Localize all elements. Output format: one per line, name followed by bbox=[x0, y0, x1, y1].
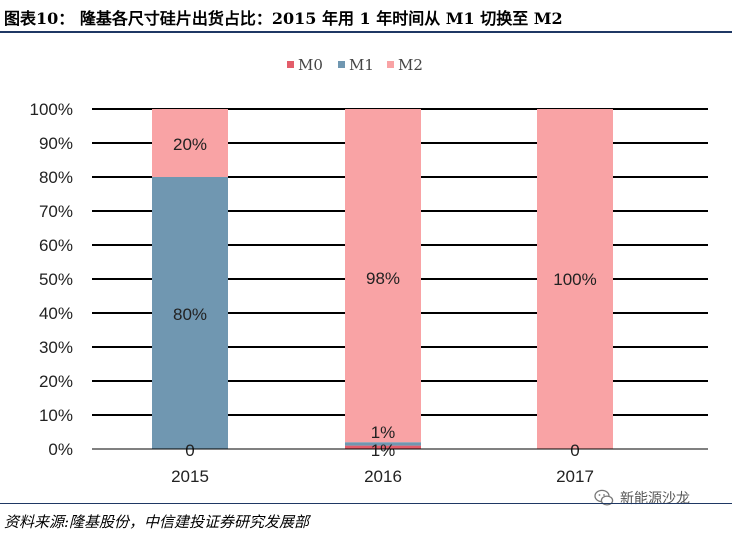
chart-footer: 资料来源:隆基股份，中信建投证券研究发展部 bbox=[0, 503, 732, 536]
legend-swatch-m2 bbox=[387, 61, 394, 68]
bars bbox=[152, 109, 613, 449]
chart-header: 图表10： 隆基各尺寸硅片出货占比：2015 年用 1 年时间从 M1 切换至 … bbox=[0, 0, 732, 33]
data-label-m2-2016: 98% bbox=[366, 269, 400, 288]
legend-label-m2: M2 bbox=[398, 56, 423, 74]
chart-title: 图表10： 隆基各尺寸硅片出货占比：2015 年用 1 年时间从 M1 切换至 … bbox=[4, 9, 563, 28]
bar-m0-2016 bbox=[345, 445, 421, 449]
data-label-m0-2015: 0 bbox=[185, 441, 194, 460]
y-tick-label: 50% bbox=[39, 270, 73, 289]
legend-label-m0: M0 bbox=[298, 56, 323, 74]
x-axis-tick-labels: 2015 2016 2017 bbox=[171, 467, 594, 486]
data-labels: 0 1% 0 80% 1% 20% 98% 100% bbox=[173, 135, 597, 460]
data-label-m0-2017: 0 bbox=[570, 441, 579, 460]
x-tick-label: 2016 bbox=[364, 467, 402, 486]
data-label-m2-2017: 100% bbox=[553, 270, 596, 289]
bar-m2-2016 bbox=[345, 109, 421, 443]
bar-m2-2017 bbox=[537, 109, 613, 449]
x-tick-label: 2017 bbox=[556, 467, 594, 486]
bar-m2-2015 bbox=[152, 109, 228, 177]
y-tick-label: 30% bbox=[39, 338, 73, 357]
bar-m1-2015 bbox=[152, 177, 228, 449]
y-tick-label: 70% bbox=[39, 202, 73, 221]
y-tick-label: 100% bbox=[30, 100, 73, 119]
wechat-icon bbox=[594, 489, 614, 506]
y-tick-label: 0% bbox=[48, 440, 73, 459]
y-tick-label: 80% bbox=[39, 168, 73, 187]
data-label-m1-2016: 1% bbox=[371, 423, 396, 442]
source-note: 资料来源:隆基股份，中信建投证券研究发展部 bbox=[4, 513, 310, 531]
data-label-m1-2015: 80% bbox=[173, 305, 207, 324]
y-axis-tick-labels: 0% 10% 20% 30% 40% 50% 60% 70% 80% 90% 100% bbox=[30, 100, 73, 459]
bar-m1-2016 bbox=[345, 442, 421, 446]
y-tick-label: 10% bbox=[39, 406, 73, 425]
legend-swatch-m0 bbox=[287, 61, 294, 68]
legend: M0 M1 M2 bbox=[287, 56, 423, 74]
data-label-m2-2015: 20% bbox=[173, 135, 207, 154]
y-tick-label: 20% bbox=[39, 372, 73, 391]
x-tick-label: 2015 bbox=[171, 467, 209, 486]
data-label-m0-2016: 1% bbox=[371, 441, 396, 460]
stacked-bar-chart: M0 M1 M2 0% 10% 20% 30% 40% 50% 60% 70% 80% 90% 100%… bbox=[30, 56, 708, 486]
y-tick-label: 60% bbox=[39, 236, 73, 255]
y-tick-label: 90% bbox=[39, 134, 73, 153]
legend-swatch-m1 bbox=[338, 61, 345, 68]
legend-label-m1: M1 bbox=[349, 56, 374, 74]
y-tick-label: 40% bbox=[39, 304, 73, 323]
